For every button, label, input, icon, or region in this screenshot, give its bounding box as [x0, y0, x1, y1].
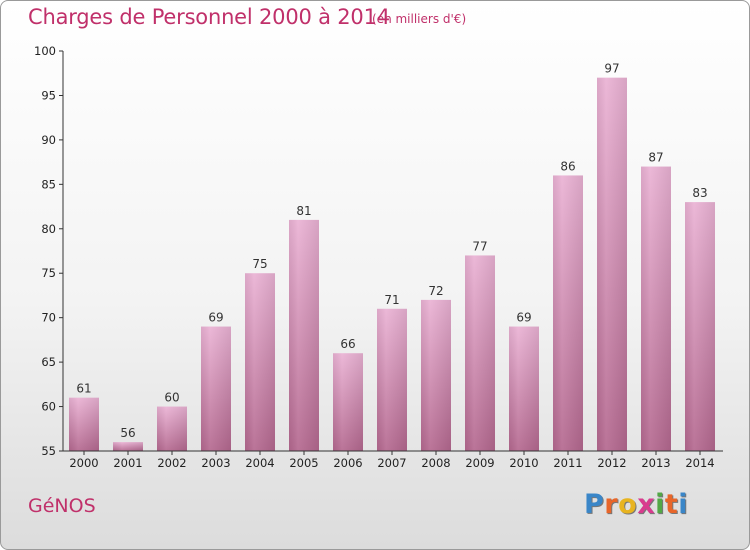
logo-letter: t: [664, 489, 679, 520]
town-name: GéNOS: [28, 495, 96, 517]
bar-shade-2007: [377, 308, 407, 451]
value-label-2011: 86: [560, 159, 575, 173]
bar-shade-2005: [289, 219, 319, 451]
bar-shade-2001: [113, 442, 143, 451]
logo-letter: o: [618, 489, 638, 520]
value-label-2013: 87: [648, 151, 663, 165]
logo-letter: i: [678, 489, 689, 520]
value-label-2005: 81: [296, 204, 311, 218]
value-label-2003: 69: [208, 311, 223, 325]
x-tick-label-2007: 2007: [377, 456, 406, 470]
x-tick-label-2005: 2005: [289, 456, 318, 470]
x-tick-label-2000: 2000: [69, 456, 98, 470]
y-tick-label: 95: [41, 88, 56, 102]
x-tick-label-2003: 2003: [201, 456, 230, 470]
x-tick-label-2008: 2008: [421, 456, 450, 470]
value-label-2000: 61: [76, 382, 91, 396]
value-label-2012: 97: [604, 62, 619, 76]
bar-shade-2014: [685, 202, 715, 451]
y-tick-label: 75: [41, 266, 56, 280]
y-tick-label: 65: [41, 355, 56, 369]
value-label-2001: 56: [120, 426, 135, 440]
x-tick-label-2002: 2002: [157, 456, 186, 470]
proxiti-logo: Proxiti: [584, 489, 688, 520]
bar-shade-2012: [597, 77, 627, 452]
y-tick-label: 100: [34, 44, 56, 58]
value-label-2004: 75: [252, 257, 267, 271]
x-tick-label-2010: 2010: [509, 456, 538, 470]
value-label-2008: 72: [428, 284, 443, 298]
logo-letter: x: [637, 489, 656, 520]
value-label-2002: 60: [164, 391, 179, 405]
x-tick-label-2013: 2013: [641, 456, 670, 470]
chart-subtitle: (en milliers d'€): [372, 12, 467, 26]
x-tick-label-2001: 2001: [113, 456, 142, 470]
bar-shade-2003: [201, 326, 231, 451]
y-tick-label: 80: [41, 222, 56, 236]
y-tick-label: 85: [41, 177, 56, 191]
bar-shade-2008: [421, 299, 451, 451]
x-tick-label-2006: 2006: [333, 456, 362, 470]
x-tick-label-2014: 2014: [685, 456, 714, 470]
value-label-2014: 83: [692, 186, 707, 200]
value-label-2006: 66: [340, 337, 355, 351]
logo-letter: i: [655, 489, 665, 520]
x-tick-label-2011: 2011: [553, 456, 582, 470]
value-label-2007: 71: [384, 293, 399, 307]
bar-shade-2011: [553, 175, 583, 451]
value-label-2009: 77: [472, 239, 487, 253]
bar-shade-2000: [69, 397, 99, 451]
value-label-2010: 69: [516, 311, 531, 325]
bar-shade-2004: [245, 273, 275, 451]
bar-shade-2002: [157, 406, 187, 451]
logo-letter: r: [604, 489, 619, 520]
y-tick-label: 70: [41, 311, 56, 325]
y-tick-label: 60: [41, 400, 56, 414]
x-tick-label-2012: 2012: [597, 456, 626, 470]
bar-shade-2009: [465, 255, 495, 451]
chart-title: Charges de Personnel 2000 à 2014: [28, 5, 390, 29]
bar-shade-2013: [641, 166, 671, 452]
bar-shade-2010: [509, 326, 539, 451]
y-tick-label: 90: [41, 133, 56, 147]
bar-shade-2006: [333, 353, 363, 451]
logo-letter: P: [584, 489, 605, 520]
y-tick-label: 55: [41, 444, 56, 458]
x-tick-label-2009: 2009: [465, 456, 494, 470]
x-tick-label-2004: 2004: [245, 456, 274, 470]
